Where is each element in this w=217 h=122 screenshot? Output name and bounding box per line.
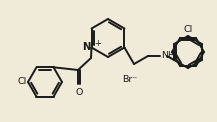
Text: +: + — [94, 40, 101, 49]
Text: NH: NH — [161, 51, 175, 61]
Text: Cl: Cl — [18, 77, 27, 86]
Text: Cl: Cl — [183, 25, 193, 34]
Text: Br⁻: Br⁻ — [122, 76, 138, 85]
Text: O: O — [76, 88, 83, 97]
Text: N: N — [82, 42, 90, 52]
